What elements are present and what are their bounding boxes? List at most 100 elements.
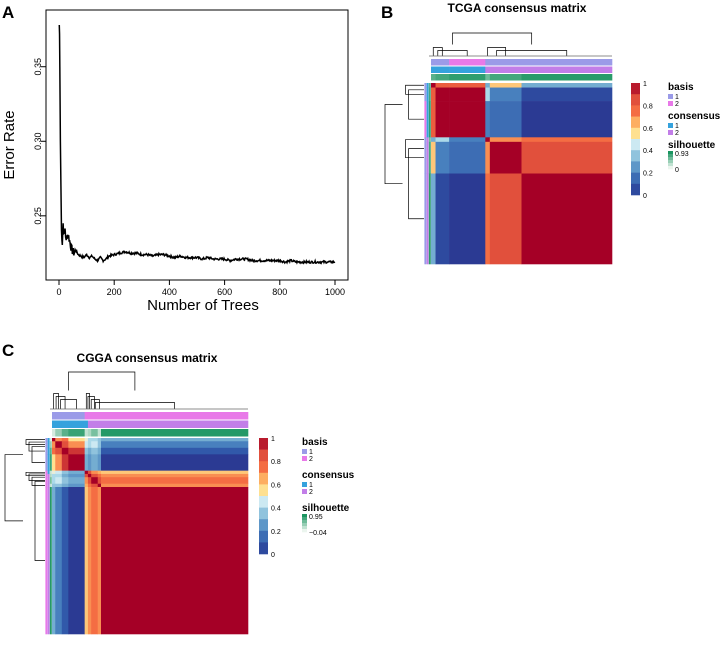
heatmap-cell xyxy=(68,483,85,488)
basis-legend-label: 2 xyxy=(675,101,679,108)
color-scale-segment xyxy=(631,105,640,117)
silhouette-row-annotation-cell xyxy=(428,137,431,143)
silhouette-row-annotation-cell xyxy=(49,487,52,635)
consensus-legend-label: 2 xyxy=(309,489,313,496)
silhouette-annotation-cell xyxy=(87,429,92,437)
heatmap-cell xyxy=(84,477,89,485)
heatmap-cell xyxy=(101,473,249,478)
heatmap-cell xyxy=(52,438,56,442)
heatmap-cell xyxy=(101,470,249,475)
x-tick-label: 200 xyxy=(107,287,122,297)
heatmap-cell xyxy=(87,441,92,449)
heatmap-cell xyxy=(101,454,249,471)
heatmap-cell xyxy=(97,483,102,488)
color-scale-segment xyxy=(631,161,640,173)
heatmap-cell xyxy=(431,87,436,102)
y-tick-label: 0.30 xyxy=(33,133,43,151)
heatmap-cell xyxy=(435,137,450,143)
color-scale-tick: 1 xyxy=(643,81,647,88)
silhouette-annotation-cell xyxy=(449,74,486,81)
heatmap-cell xyxy=(84,454,89,471)
color-scale-tick: 0.8 xyxy=(643,103,653,110)
error-rate-line xyxy=(58,24,336,265)
heatmap-cell xyxy=(449,137,486,143)
heatmap-cell xyxy=(87,477,92,485)
consensus-annotation-cell xyxy=(521,66,613,73)
basis-row-annotation-cell xyxy=(424,141,427,174)
consensus-annotation-cell xyxy=(91,420,99,428)
panel-label-c: C xyxy=(2,341,14,360)
color-scale-segment xyxy=(259,507,268,520)
basis-annotation-cell xyxy=(435,59,450,66)
heatmap-cell xyxy=(489,87,522,102)
silhouette-row-annotation-cell xyxy=(49,454,52,471)
color-scale-segment xyxy=(259,519,268,532)
consensus-annotation-cell xyxy=(84,420,89,428)
heatmap-cell xyxy=(97,470,102,475)
basis-row-annotation-cell xyxy=(45,454,48,471)
heatmap-cell xyxy=(55,447,63,455)
silhouette-annotation-cell xyxy=(61,429,69,437)
silhouette-row-annotation-cell xyxy=(49,470,52,475)
color-scale-segment xyxy=(259,530,268,543)
basis-annotation-cell xyxy=(431,59,436,66)
heatmap-cell xyxy=(91,447,99,455)
row-dendrogram xyxy=(4,439,45,561)
heatmap-cell xyxy=(61,477,69,485)
consensus-legend-title: consensus xyxy=(668,111,721,122)
basis-annotation-cell xyxy=(97,412,102,420)
dendrogram-branch xyxy=(94,402,175,409)
consensus-legend-swatch xyxy=(302,489,307,494)
dendrogram-branch xyxy=(31,446,45,463)
basis-row-annotation-cell xyxy=(424,173,427,265)
heatmap-cell xyxy=(55,473,63,478)
heatmap-cell xyxy=(91,470,99,475)
heatmap-cell xyxy=(52,473,56,478)
basis-annotation-cell xyxy=(55,412,63,420)
silhouette-row-annotation-cell xyxy=(49,441,52,449)
heatmap-cell xyxy=(431,101,436,138)
heatmap-cell xyxy=(449,83,486,88)
silhouette-annotation-cell xyxy=(91,429,99,437)
basis-annotation-cell xyxy=(449,59,486,66)
dendrogram-branch xyxy=(53,393,59,409)
basis-row-annotation-cell xyxy=(45,483,48,488)
silhouette-legend-segment xyxy=(302,526,307,530)
consensus-row-annotation-cell xyxy=(47,473,50,478)
silhouette-row-annotation-cell xyxy=(49,483,52,488)
silhouette-annotation-cell xyxy=(489,74,522,81)
consensus-row-annotation-cell xyxy=(426,83,429,88)
heatmap-cell xyxy=(87,447,92,455)
heatmap-cell xyxy=(84,473,89,478)
column-dendrogram xyxy=(50,371,248,410)
consensus-row-annotation-cell xyxy=(426,137,429,143)
silhouette-legend-segment xyxy=(668,154,673,158)
dendrogram-branch xyxy=(87,396,95,409)
silhouette-legend-segment xyxy=(302,514,307,518)
basis-annotation-cell xyxy=(91,412,99,420)
heatmap-cell xyxy=(97,477,102,485)
color-scale-segment xyxy=(631,183,640,196)
heatmap-cell xyxy=(435,87,450,102)
heatmap-cell xyxy=(52,470,56,475)
basis-legend-swatch xyxy=(668,94,673,99)
heatmap-cell xyxy=(485,137,491,143)
basis-annotation-cell xyxy=(52,412,56,420)
silhouette-row-annotation-cell xyxy=(428,101,431,138)
silhouette-annotation-cell xyxy=(485,74,491,81)
heatmap-cell xyxy=(101,483,249,488)
heatmap-cell xyxy=(435,83,450,88)
consensus-annotation-cell xyxy=(435,66,450,73)
panel-label-a: A xyxy=(2,3,14,22)
heatmap-cell xyxy=(52,483,56,488)
heatmap-cell xyxy=(101,441,249,449)
heatmap-cell xyxy=(84,447,89,455)
consensus-legend-swatch xyxy=(302,482,307,487)
heatmap-cell xyxy=(91,487,99,635)
basis-row-annotation-cell xyxy=(45,438,48,442)
silhouette-annotation-cell xyxy=(55,429,63,437)
heatmap-cell xyxy=(431,173,436,265)
dendrogram-branch xyxy=(384,104,403,185)
consensus-legend-swatch xyxy=(668,123,673,128)
